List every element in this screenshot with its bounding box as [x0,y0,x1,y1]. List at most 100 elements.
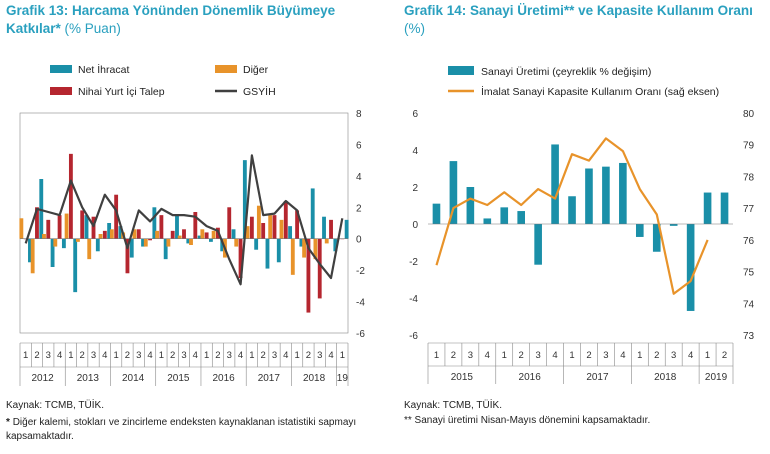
left-year-label: 2014 [122,373,145,384]
right-quarter-label: 3 [671,350,676,361]
left-bar-diger [98,234,103,239]
left-bar-diger [75,238,80,242]
right-bar-sanayi-uretimi [568,196,576,224]
right-y2-tick-label: 77 [743,204,755,215]
left-quarter-label: 4 [328,350,333,361]
right-year-label: 2018 [654,372,677,383]
left-bar-net-ihracat [265,238,270,269]
right-quarter-label: 2 [519,350,524,361]
right-bar-sanayi-uretimi [703,192,712,224]
right-bar-sanayi-uretimi [466,187,475,224]
left-quarter-label: 3 [317,350,322,361]
right-legend-swatch [448,66,474,75]
left-bar-net-ihracat [107,223,112,239]
right-bar-sanayi-uretimi [500,207,509,224]
left-y-tick-label: 6 [356,140,362,151]
right-y2-tick-label: 74 [743,299,755,310]
left-bar-nihai-yurt-ici-talep [35,207,39,239]
right-year-label: 2019 [705,372,728,383]
left-legend-swatch [50,87,72,95]
left-bar-nihai-yurt-ici-talep [46,219,51,239]
left-quarter-label: 3 [136,350,141,361]
left-quarter-label: 1 [68,350,73,361]
left-quarter-label: 1 [249,350,254,361]
left-bar-diger [166,238,171,247]
left-quarter-label: 2 [306,350,311,361]
left-bar-diger [234,238,239,247]
left-quarter-label: 4 [193,350,198,361]
left-bar-net-ihracat [84,215,89,239]
left-quarter-label: 2 [80,350,85,361]
left-year-label: 19 [337,373,349,384]
left-bar-net-ihracat [152,207,157,239]
right-bar-sanayi-uretimi [432,203,441,224]
left-bar-nihai-yurt-ici-talep [283,201,288,239]
left-bar-diger [155,230,160,239]
left-bar-nihai-yurt-ici-talep [57,215,62,239]
left-year-label: 2012 [31,373,54,384]
right-footnote: ** Sanayi üretimi Nisan-Mayıs dönemini k… [404,415,651,426]
left-bar-net-ihracat [28,238,32,263]
left-line-gsyih [24,154,344,286]
left-bar-net-ihracat [254,238,259,250]
left-bar-nihai-yurt-ici-talep [159,215,164,239]
left-chart-title: Grafik 13: Harcama Yönünden Dönemlik Büy… [6,2,335,38]
right-quarter-label: 1 [434,350,439,361]
left-bar-diger [200,229,205,239]
right-y2-tick-label: 78 [743,172,755,183]
left-bar-nihai-yurt-ici-talep [136,229,141,239]
left-y-tick-label: 0 [356,235,362,246]
left-bar-nihai-yurt-ici-talep [148,238,152,241]
right-y2-tick-label: 80 [743,109,755,120]
left-quarter-label: 1 [159,350,164,361]
left-quarter-label: 4 [102,350,107,361]
right-legend-label: Sanayi Üretimi (çeyreklik % değişim) [481,66,651,78]
right-legend-label: İmalat Sanayi Kapasite Kullanım Oranı (s… [481,85,719,98]
right-y2-tick-label: 79 [743,141,755,152]
left-bar-net-ihracat [129,238,134,258]
left-y-tick-label: 2 [356,203,362,214]
right-bar-sanayi-uretimi [534,224,542,265]
left-footnote-mark: * [6,417,10,428]
left-bar-net-ihracat [61,238,66,249]
left-quarter-label: 4 [238,350,243,361]
right-quarter-label: 3 [468,350,473,361]
right-bar-sanayi-uretimi [585,168,593,224]
left-bar-diger [268,215,273,239]
left-bar-net-ihracat [197,235,202,239]
left-legend-swatch [50,65,72,73]
left-legend-label: Diğer [243,64,269,76]
left-bar-diger [42,234,46,239]
right-bar-sanayi-uretimi [619,162,627,224]
left-bar-net-ihracat [209,238,213,242]
left-bar-nihai-yurt-ici-talep [249,216,254,239]
right-y-tick-label: -4 [409,294,418,305]
left-bar-diger [256,205,261,239]
right-bar-sanayi-uretimi [635,224,644,237]
left-bar-nihai-yurt-ici-talep [125,238,130,274]
right-year-label: 2016 [519,372,542,383]
right-quarter-label: 4 [485,350,490,361]
left-bar-diger [211,230,216,239]
right-y-tick-label: -2 [409,257,418,268]
right-source: Kaynak: TCMB, TÜİK. [404,400,502,411]
right-quarter-label: 2 [586,350,591,361]
left-bar-net-ihracat [276,238,281,263]
right-y2-tick-label: 75 [743,268,755,279]
right-y2-tick-label: 73 [743,331,755,342]
left-title-line1: Grafik 13: Harcama Yönünden Dönemlik Büy… [6,3,336,18]
left-bar-net-ihracat [299,238,304,247]
left-bar-net-ihracat [175,215,179,239]
left-quarter-label: 1 [294,350,299,361]
right-quarter-label: 1 [637,350,642,361]
left-title-line2: Katkılar* [6,21,61,36]
left-bar-net-ihracat [288,226,293,239]
left-bar-nihai-yurt-ici-talep [261,223,266,239]
left-bar-nihai-yurt-ici-talep [102,230,107,239]
right-bar-sanayi-uretimi [449,161,458,224]
left-bar-net-ihracat [73,238,78,293]
left-quarter-label: 2 [215,350,220,361]
right-bar-sanayi-uretimi [483,218,492,224]
left-bar-net-ihracat [344,219,349,239]
right-y-tick-label: 0 [412,220,418,231]
